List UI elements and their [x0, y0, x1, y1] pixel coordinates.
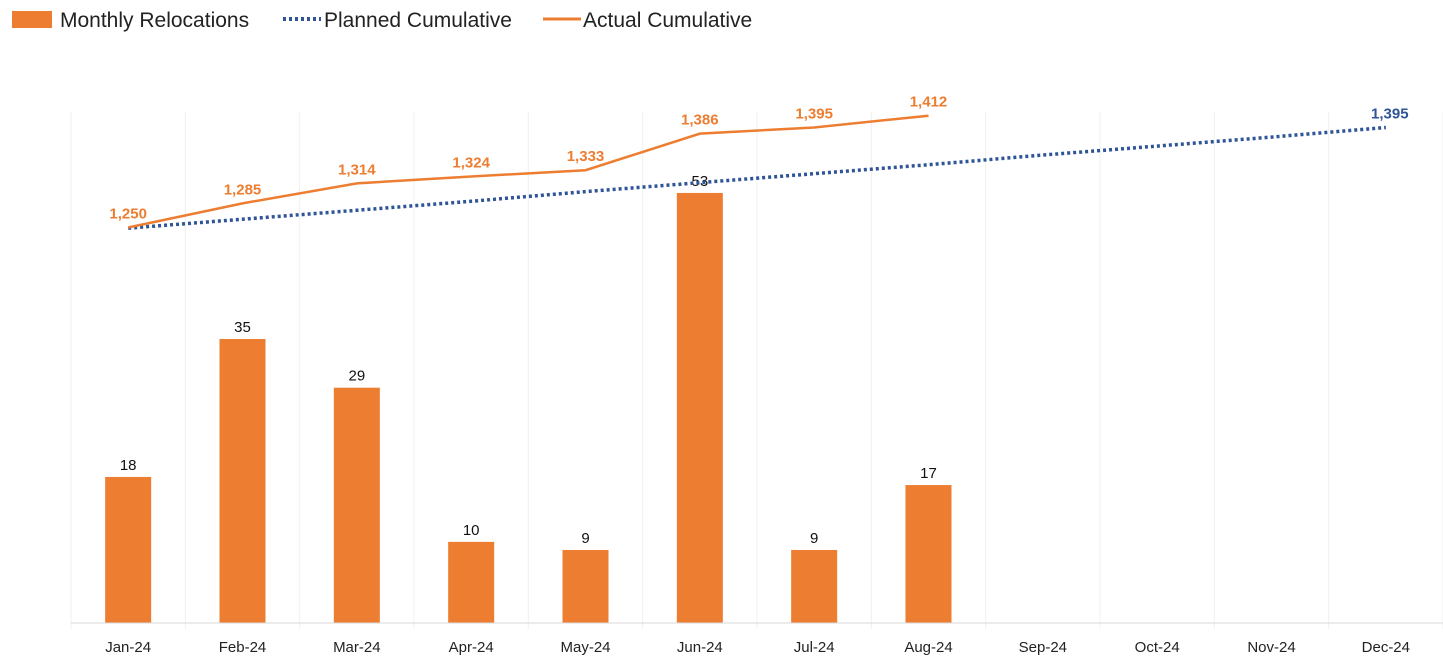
x-tick-label-may-24: May-24 [560, 639, 610, 656]
bar-series-monthly-relocations [105, 192, 952, 623]
legend: Monthly Relocations Planned Cumulative A… [12, 9, 752, 32]
x-tick-label-mar-24: Mar-24 [333, 639, 381, 656]
planned-cumulative-line [128, 125, 1386, 230]
bar-mar-24 [333, 387, 380, 623]
bar-aug-24 [905, 485, 952, 623]
actual-label-aug-24: 1,412 [910, 94, 948, 111]
legend-swatch-monthly-relocations[interactable] [12, 11, 52, 28]
planned-label-dec-24: 1,395 [1371, 105, 1409, 122]
bar-data-labels: 18 35 29 10 9 53 9 17 [120, 173, 937, 547]
actual-label-jan-24: 1,250 [109, 206, 147, 223]
actual-label-jul-24: 1,395 [795, 105, 833, 122]
bar-label-aug-24: 17 [920, 465, 937, 482]
x-tick-label-oct-24: Oct-24 [1135, 639, 1180, 656]
x-tick-label-apr-24: Apr-24 [449, 639, 494, 656]
actual-cumulative-data-labels: 1,250 1,285 1,314 1,324 1,333 1,386 1,395 1,412 [109, 94, 947, 223]
bar-label-mar-24: 29 [348, 368, 365, 385]
bar-jun-24 [676, 192, 723, 623]
planned-cumulative-data-labels: 1,395 [1371, 105, 1409, 122]
x-tick-label-dec-24: Dec-24 [1362, 639, 1410, 656]
bar-label-jul-24: 9 [810, 530, 818, 547]
actual-label-apr-24: 1,324 [452, 154, 490, 171]
actual-label-feb-24: 1,285 [224, 181, 262, 198]
line-series-planned-cumulative [128, 125, 1386, 230]
actual-label-mar-24: 1,314 [338, 161, 376, 178]
x-tick-label-jul-24: Jul-24 [794, 639, 835, 656]
x-tick-label-nov-24: Nov-24 [1247, 639, 1295, 656]
bar-jul-24 [791, 549, 838, 623]
bar-jan-24 [105, 476, 152, 623]
legend-label-planned-cumulative[interactable]: Planned Cumulative [324, 9, 512, 32]
bar-label-apr-24: 10 [463, 522, 480, 539]
actual-cumulative-line [127, 114, 929, 229]
legend-label-monthly-relocations[interactable]: Monthly Relocations [60, 9, 249, 32]
bar-label-may-24: 9 [581, 530, 589, 547]
bar-label-jun-24: 53 [691, 173, 708, 190]
line-series-actual-cumulative [127, 114, 929, 229]
x-tick-label-jun-24: Jun-24 [677, 639, 723, 656]
actual-label-jun-24: 1,386 [681, 112, 719, 129]
x-tick-label-aug-24: Aug-24 [904, 639, 952, 656]
x-tick-label-sep-24: Sep-24 [1019, 639, 1067, 656]
legend-label-actual-cumulative[interactable]: Actual Cumulative [583, 9, 752, 32]
bar-label-jan-24: 18 [120, 457, 137, 474]
bar-label-feb-24: 35 [234, 319, 251, 336]
actual-label-may-24: 1,333 [567, 148, 605, 165]
bar-apr-24 [448, 541, 495, 623]
bar-may-24 [562, 549, 609, 623]
x-tick-label-jan-24: Jan-24 [105, 639, 151, 656]
x-tick-label-feb-24: Feb-24 [219, 639, 267, 656]
x-axis-tick-labels: Jan-24 Feb-24 Mar-24 Apr-24 May-24 Jun-24 Jul-… [105, 639, 1410, 656]
bar-feb-24 [219, 339, 266, 623]
category-gridlines [70, 112, 1443, 629]
